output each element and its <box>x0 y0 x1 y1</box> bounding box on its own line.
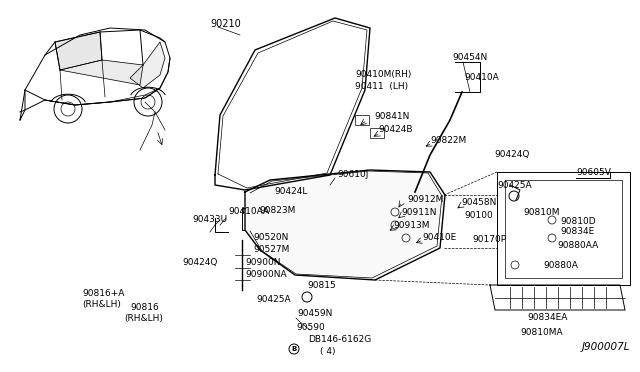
Text: (RH&LH): (RH&LH) <box>124 314 163 323</box>
Text: 90834EA: 90834EA <box>527 313 568 322</box>
Polygon shape <box>130 42 165 88</box>
Text: 90454N: 90454N <box>452 53 487 62</box>
Text: 90210: 90210 <box>210 19 241 29</box>
Text: 90520N: 90520N <box>253 233 289 242</box>
Text: 90605V: 90605V <box>576 168 611 177</box>
Text: 90610J: 90610J <box>337 170 369 179</box>
Text: 90911N: 90911N <box>401 208 436 217</box>
Text: 90841N: 90841N <box>374 112 410 121</box>
Text: 90834E: 90834E <box>560 227 595 236</box>
Text: 90900N: 90900N <box>245 258 280 267</box>
Text: 90425A: 90425A <box>497 181 532 190</box>
Text: 90410A: 90410A <box>464 73 499 82</box>
Text: 90410AA: 90410AA <box>228 207 269 216</box>
Text: 90424Q: 90424Q <box>182 258 218 267</box>
Polygon shape <box>245 170 445 280</box>
Text: ( 4): ( 4) <box>320 347 335 356</box>
Text: DB146-6162G: DB146-6162G <box>308 335 371 344</box>
Text: 90880A: 90880A <box>543 261 578 270</box>
Text: 90433U: 90433U <box>192 215 227 224</box>
Text: 90912M: 90912M <box>407 195 444 204</box>
Text: 90411  (LH): 90411 (LH) <box>355 82 408 91</box>
Text: 90816+A: 90816+A <box>82 289 124 298</box>
Text: 90170P: 90170P <box>472 235 506 244</box>
Text: (RH&LH): (RH&LH) <box>82 300 121 309</box>
Text: 90424Q: 90424Q <box>494 150 529 159</box>
Polygon shape <box>55 32 102 70</box>
Text: 90590: 90590 <box>296 323 324 332</box>
Text: 90425A: 90425A <box>256 295 291 304</box>
Text: 90816: 90816 <box>130 303 159 312</box>
Text: 90410E: 90410E <box>422 233 456 242</box>
Text: 90810MA: 90810MA <box>520 328 563 337</box>
Text: 90527M: 90527M <box>253 245 289 254</box>
Text: 90822M: 90822M <box>430 136 467 145</box>
Text: 90913M: 90913M <box>393 221 429 230</box>
Text: 90459N: 90459N <box>297 309 332 318</box>
Text: 90458N: 90458N <box>461 198 497 207</box>
Text: 90815: 90815 <box>307 281 336 290</box>
Text: 90100: 90100 <box>464 211 493 220</box>
Text: 90900NA: 90900NA <box>245 270 287 279</box>
Polygon shape <box>60 60 143 85</box>
Text: 90410M(RH): 90410M(RH) <box>355 70 412 79</box>
Text: 90424B: 90424B <box>378 125 413 134</box>
Text: 90810M: 90810M <box>523 208 559 217</box>
Text: 90424L: 90424L <box>274 187 307 196</box>
Text: 90823M: 90823M <box>259 206 296 215</box>
Text: 90880AA: 90880AA <box>557 241 598 250</box>
Text: 90810D: 90810D <box>560 217 596 226</box>
Text: B: B <box>291 346 296 352</box>
Text: J900007L: J900007L <box>582 342 630 352</box>
